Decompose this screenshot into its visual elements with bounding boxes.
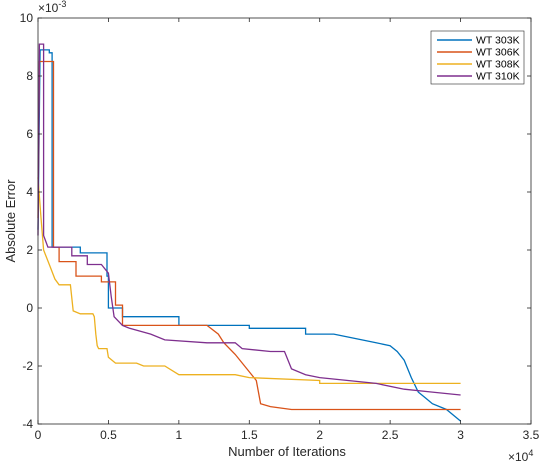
legend-label: WT 303K (476, 35, 520, 47)
x-axis: 0 0.5 1 1.5 2 2.5 3 3.5 (35, 18, 540, 442)
series-layer (37, 43, 462, 422)
x-exponent-base: ×10 (508, 450, 529, 464)
series-line-wt-310k (37, 43, 461, 396)
y-exponent-power: -3 (58, 0, 66, 9)
y-exponent-base: ×10 (38, 1, 59, 15)
y-tick-label: -2 (22, 359, 33, 373)
x-tick-label: 3.5 (523, 428, 540, 442)
x-exponent-label: ×104 (508, 448, 533, 464)
x-exponent-power: 4 (528, 448, 533, 458)
y-tick-label: 2 (26, 243, 33, 257)
y-tick-label: -4 (22, 417, 33, 431)
y-exponent-label: ×10-3 (38, 0, 66, 15)
x-tick-label: 0.5 (100, 428, 117, 442)
x-tick-label: 2.5 (382, 428, 399, 442)
legend-label: WT 306K (476, 47, 520, 59)
y-tick-label: 6 (26, 127, 33, 141)
x-tick-label: 1.5 (241, 428, 258, 442)
x-axis-label: Number of Iterations (228, 444, 346, 459)
y-axis: -4 -2 0 2 4 6 8 10 (20, 11, 531, 431)
y-tick-label: 4 (26, 185, 33, 199)
y-axis-label: Absolute Error (3, 179, 18, 263)
x-tick-label: 3 (457, 428, 464, 442)
plot-area (38, 18, 531, 424)
y-tick-label: 10 (20, 11, 34, 25)
x-tick-label: 0 (35, 428, 42, 442)
y-tick-label: 8 (26, 69, 33, 83)
series-line-wt-306k (37, 60, 461, 411)
legend-label: WT 310K (476, 71, 520, 83)
y-tick-label: 0 (26, 301, 33, 315)
plot-frame (37, 17, 532, 425)
x-tick-label: 1 (176, 428, 183, 442)
series-line-wt-308k (37, 177, 461, 385)
x-tick-label: 2 (316, 428, 323, 442)
legend-label: WT 308K (476, 59, 520, 71)
